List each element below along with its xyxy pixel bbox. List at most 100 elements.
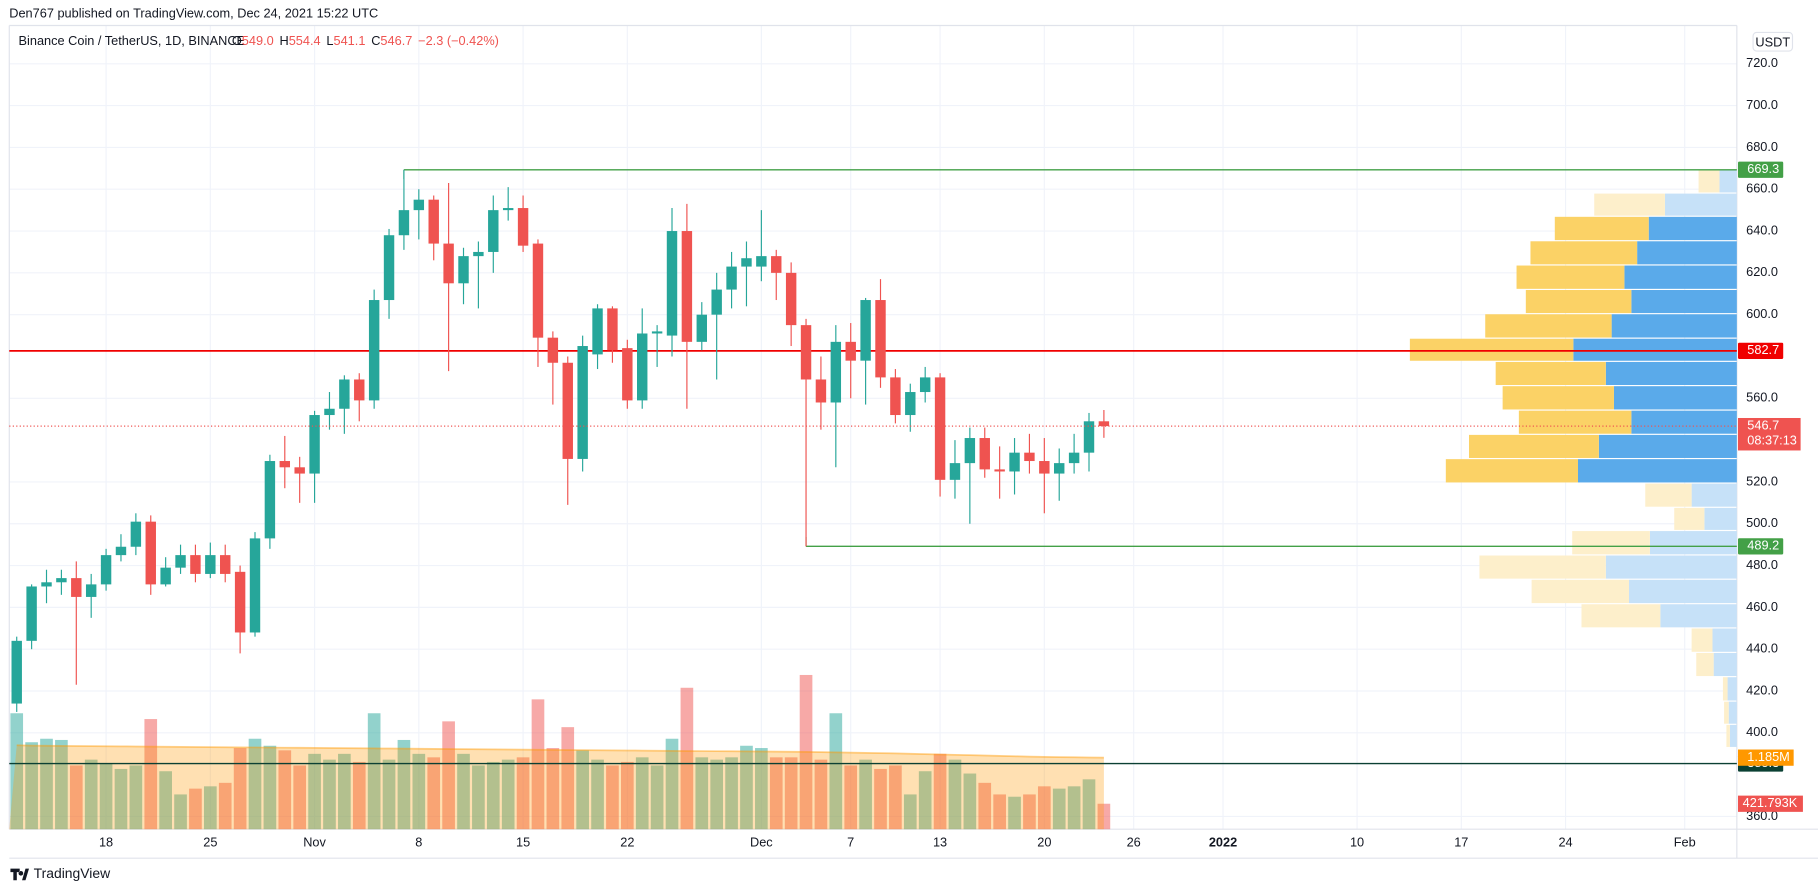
candle-body bbox=[115, 546, 127, 556]
profile-down bbox=[1645, 483, 1692, 507]
candle-body bbox=[771, 256, 782, 273]
candle-body bbox=[413, 199, 425, 211]
candle-body bbox=[726, 266, 737, 290]
ohlc-key: H bbox=[280, 33, 289, 48]
candle-body bbox=[1098, 421, 1110, 427]
ohlc-value: 546.7 bbox=[380, 33, 412, 48]
y-tick-label: 560.0 bbox=[1746, 390, 1778, 405]
candle-body bbox=[1068, 452, 1080, 464]
volume-bar bbox=[55, 739, 68, 830]
candle-body bbox=[354, 379, 365, 401]
price-badge-label: 669.3 bbox=[1747, 161, 1779, 176]
profile-up bbox=[1605, 361, 1737, 386]
volume-bar bbox=[1037, 786, 1051, 830]
candle-body bbox=[547, 337, 559, 363]
x-tick-label: 8 bbox=[415, 835, 422, 850]
volume-bar bbox=[933, 753, 947, 830]
candle-body bbox=[85, 584, 97, 597]
candle-body bbox=[1024, 452, 1035, 462]
profile-up bbox=[1631, 289, 1737, 314]
candle-body bbox=[502, 208, 514, 211]
volume-ma-badge bbox=[1737, 749, 1794, 766]
candle-body bbox=[890, 377, 901, 416]
profile-up bbox=[1660, 604, 1737, 628]
volume-bar bbox=[889, 765, 902, 830]
profile-down bbox=[1479, 555, 1606, 579]
y-tick-label: 440.0 bbox=[1746, 641, 1778, 656]
volume-bar bbox=[218, 782, 232, 830]
candle-body bbox=[934, 377, 946, 480]
profile-up bbox=[1637, 241, 1737, 265]
volume-bar bbox=[114, 768, 128, 830]
candle-body bbox=[592, 308, 603, 355]
volume-bar bbox=[918, 771, 932, 830]
price-badge-label: 582.7 bbox=[1747, 342, 1779, 357]
volume-bar bbox=[695, 757, 709, 830]
plot bbox=[9, 169, 1737, 830]
volume-bar bbox=[233, 748, 247, 830]
logo bbox=[10, 868, 29, 881]
profile-up bbox=[1648, 216, 1737, 241]
x-tick-label: 22 bbox=[620, 835, 634, 850]
candle-body bbox=[756, 256, 767, 267]
candle-body bbox=[26, 586, 37, 641]
brand: TradingView bbox=[34, 865, 111, 881]
candle-body bbox=[264, 461, 276, 539]
profile-down bbox=[1495, 361, 1606, 386]
profile-up bbox=[1598, 434, 1737, 458]
profile-down bbox=[1525, 289, 1632, 314]
candle-body bbox=[443, 243, 454, 284]
logo-icon bbox=[10, 868, 29, 881]
volume-bar bbox=[427, 757, 441, 830]
volume-bar bbox=[576, 750, 589, 830]
profile-up bbox=[1573, 338, 1737, 361]
currency-box[interactable] bbox=[1752, 31, 1794, 52]
currency: USDT bbox=[1755, 34, 1790, 49]
candle-body bbox=[517, 208, 529, 246]
volume-bar bbox=[84, 759, 98, 830]
volume-bar bbox=[546, 748, 560, 830]
x-tick-label: 24 bbox=[1558, 835, 1572, 850]
candle-body bbox=[845, 341, 856, 361]
volume-bar bbox=[665, 738, 679, 830]
candle-body bbox=[130, 521, 142, 547]
candle-body bbox=[785, 272, 797, 326]
candle-body bbox=[1039, 461, 1050, 474]
candle-body bbox=[190, 555, 201, 574]
candle-body bbox=[249, 538, 261, 633]
volume-bar bbox=[159, 771, 172, 830]
y-tick-label: 500.0 bbox=[1746, 515, 1778, 530]
x-tick-label: 26 bbox=[1127, 835, 1141, 850]
volume-bar bbox=[561, 727, 575, 830]
x-tick-label: Nov bbox=[303, 835, 326, 850]
candle-body bbox=[220, 555, 231, 574]
profile-down bbox=[1696, 652, 1714, 677]
x-tick-label: 10 bbox=[1350, 835, 1364, 850]
candle-body bbox=[1083, 421, 1095, 453]
ohlc-value: −2.3 (−0.42%) bbox=[418, 33, 499, 48]
volume-bar bbox=[591, 759, 604, 830]
profile-up bbox=[1605, 555, 1737, 579]
volume-bar bbox=[457, 753, 470, 830]
x-tick-label: 7 bbox=[847, 835, 854, 850]
profile-down bbox=[1518, 410, 1632, 434]
volume-bar bbox=[99, 763, 113, 830]
volume-bar bbox=[680, 687, 694, 830]
volume-bar bbox=[740, 745, 753, 830]
y-tick-label: 600.0 bbox=[1746, 306, 1778, 321]
y-tick-label: 460.0 bbox=[1746, 599, 1778, 614]
volume-bar bbox=[725, 757, 738, 830]
last-price-badge bbox=[1737, 417, 1801, 451]
candle-body bbox=[681, 231, 693, 342]
grid bbox=[9, 25, 1737, 830]
volume-bar bbox=[501, 759, 515, 830]
y-tick-label: 420.0 bbox=[1746, 682, 1778, 697]
volume-bar bbox=[40, 738, 53, 830]
x-tick-label: 18 bbox=[99, 835, 113, 850]
candle-body bbox=[368, 300, 380, 401]
volume-bar bbox=[144, 719, 158, 830]
volume-bar bbox=[963, 773, 977, 830]
candle-body bbox=[205, 555, 216, 574]
x-tick-label: 25 bbox=[203, 835, 217, 850]
profile-down bbox=[1485, 314, 1612, 338]
